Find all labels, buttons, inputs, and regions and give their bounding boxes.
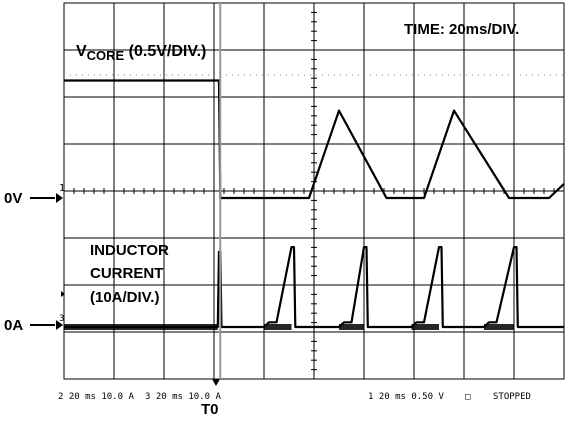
status-ch1: 1 20 ms 0.50 V [368, 392, 444, 402]
reference-tick-icon [61, 291, 65, 297]
inductor-label-line1: INDUCTOR [90, 242, 169, 259]
zero-volt-arrow-icon [30, 193, 63, 203]
time-scale-label: TIME: 20ms/DIV. [404, 21, 519, 38]
t0-label: T0 [201, 401, 219, 418]
inductor-label-line3: (10A/DIV.) [90, 289, 159, 306]
inductor-ripple-band [339, 324, 364, 330]
zero-volt-label: 0V [4, 190, 22, 207]
vcore-label-subscript: CORE [87, 48, 125, 63]
trace-layer [64, 3, 565, 379]
trigger-position-icon [212, 379, 220, 386]
inductor-ripple-band [411, 324, 439, 330]
ch1-marker: 1 [59, 183, 65, 194]
inductor-ripple-band [264, 324, 292, 330]
graticule-grid [63, 2, 565, 380]
vcore-label-prefix: V [76, 43, 87, 60]
vcore-label-scale: (0.5V/DIV.) [124, 43, 206, 60]
status-ch2: 2 20 ms 10.0 A [58, 392, 134, 402]
ch3-marker: 3 [59, 314, 64, 324]
status-ch3: 3 20 ms 10.0 A [145, 392, 221, 402]
inductor-ripple-band [484, 324, 514, 330]
inductor-label-line2: CURRENT [90, 265, 163, 282]
status-box-icon: □ [465, 392, 471, 402]
vcore-label: VCORE (0.5V/DIV.) [76, 43, 206, 63]
zero-amp-label: 0A [4, 317, 23, 334]
status-state: STOPPED [493, 392, 531, 402]
inductor-ripple-band [64, 324, 218, 330]
zero-amp-arrow-icon [30, 320, 63, 330]
